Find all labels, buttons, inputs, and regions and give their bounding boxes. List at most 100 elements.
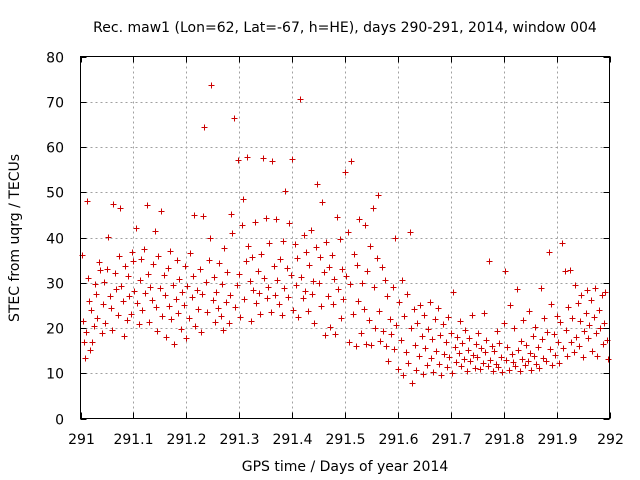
data-point	[255, 268, 262, 275]
data-point	[330, 301, 337, 308]
data-point	[400, 372, 407, 379]
data-point	[348, 158, 355, 165]
data-point	[303, 249, 310, 256]
data-point	[453, 359, 460, 366]
data-point	[596, 307, 603, 314]
data-point	[358, 330, 365, 337]
data-point	[592, 285, 599, 292]
data-point	[474, 354, 481, 361]
data-point	[121, 333, 128, 340]
data-point	[86, 298, 93, 305]
data-point	[427, 299, 434, 306]
data-point	[261, 275, 268, 282]
data-point	[162, 292, 169, 299]
data-point	[388, 331, 395, 338]
data-point	[133, 225, 140, 232]
data-point	[380, 328, 387, 335]
data-point	[518, 338, 525, 345]
data-point	[134, 300, 141, 307]
data-point	[146, 319, 153, 326]
data-point	[197, 266, 204, 273]
data-point	[343, 273, 350, 280]
chart-title: Rec. maw1 (Lon=62, Lat=-67, h=HE), days …	[93, 20, 597, 36]
data-point	[80, 318, 87, 325]
data-point	[279, 312, 286, 319]
data-point	[342, 169, 349, 176]
data-point	[284, 265, 291, 272]
data-point	[544, 329, 551, 336]
data-point	[138, 256, 145, 263]
data-point	[359, 280, 366, 287]
data-point	[495, 364, 502, 371]
data-point	[212, 319, 219, 326]
data-point	[228, 211, 235, 218]
data-point	[392, 235, 399, 242]
data-point	[409, 380, 416, 387]
data-point	[482, 349, 489, 356]
data-point	[288, 272, 295, 279]
data-point	[276, 301, 283, 308]
data-point	[272, 292, 279, 299]
data-point	[577, 318, 584, 325]
data-point	[425, 326, 432, 333]
data-point	[130, 258, 137, 265]
data-point	[231, 115, 238, 122]
data-point	[227, 292, 234, 299]
data-point	[89, 339, 96, 346]
x-tick-label: 291.9	[537, 432, 577, 448]
data-point	[581, 328, 588, 335]
data-point	[149, 297, 156, 304]
data-point	[293, 282, 300, 289]
data-point	[370, 205, 377, 212]
data-point	[167, 248, 174, 255]
data-point	[335, 286, 342, 293]
data-point	[472, 365, 479, 372]
data-point	[232, 304, 239, 311]
data-point	[207, 235, 214, 242]
data-point	[313, 244, 320, 251]
data-point	[448, 330, 455, 337]
data-point	[433, 348, 440, 355]
data-point	[538, 285, 545, 292]
data-point	[83, 329, 90, 336]
data-point	[224, 269, 231, 276]
data-point	[391, 346, 398, 353]
data-point	[289, 156, 296, 163]
data-point	[286, 220, 293, 227]
data-point	[331, 276, 338, 283]
data-point	[446, 354, 453, 361]
data-point	[186, 315, 193, 322]
data-point	[600, 341, 607, 348]
data-point	[486, 258, 493, 265]
data-point	[274, 277, 281, 284]
data-point	[489, 343, 496, 350]
data-point	[549, 362, 556, 369]
data-point	[170, 282, 177, 289]
data-point	[99, 330, 106, 337]
data-point	[432, 316, 439, 323]
data-point	[421, 312, 428, 319]
data-point	[93, 291, 100, 298]
data-point	[332, 331, 339, 338]
data-point	[572, 282, 579, 289]
data-point	[478, 345, 485, 352]
x-tick-label: 291.4	[272, 432, 312, 448]
data-point	[215, 305, 222, 312]
data-point	[345, 229, 352, 236]
data-point	[294, 255, 301, 262]
data-point	[155, 253, 162, 260]
data-point	[591, 314, 598, 321]
data-point	[260, 155, 267, 162]
data-point	[321, 269, 328, 276]
data-point	[229, 230, 236, 237]
data-point	[159, 313, 166, 320]
data-point	[300, 295, 307, 302]
data-point	[414, 320, 421, 327]
data-point	[584, 287, 591, 294]
data-point	[496, 340, 503, 347]
data-point	[292, 241, 299, 248]
data-point	[429, 336, 436, 343]
data-point	[326, 264, 333, 271]
data-point	[506, 367, 513, 374]
